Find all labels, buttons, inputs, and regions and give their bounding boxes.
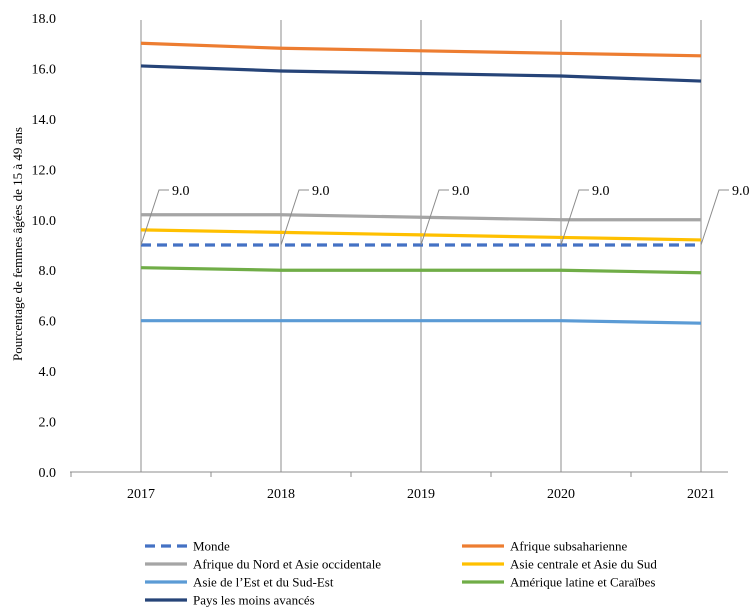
series-lines [140,41,702,325]
data-label: 9.0 [592,184,610,199]
x-tick-label-2020: 2020 [547,487,575,502]
x-axis: 2017 2018 2019 2020 2021 [70,471,728,502]
y-axis-label: Pourcentage de femmes âgées de 15 à 49 a… [10,127,25,361]
legend-entry-monde: Monde [193,539,230,554]
series-line-asie-centrale-et-asie-du-sud [140,228,702,242]
y-tick-label: 10.0 [32,214,57,229]
legend-entry-pays-les-moins-avanc-s: Pays les moins avancés [193,593,315,608]
y-tick-label: 8.0 [39,264,57,279]
y-tick-label: 14.0 [32,113,57,128]
y-tick-label: 16.0 [32,62,57,77]
data-label: 9.0 [312,184,330,199]
series-line-pays-les-moins-avanc-s [140,64,702,83]
data-label: 9.0 [452,184,470,199]
series-line-afrique-du-nord-et-asie-occidentale [141,213,701,222]
data-label: 9.0 [732,184,750,199]
x-tick-label-2018: 2018 [267,487,295,502]
y-tick-label: 18.0 [32,12,57,27]
series-line-am-rique-latine-et-cara-bes [140,266,702,275]
series-line-afrique-subsaharienne [140,41,702,58]
y-tick-label: 12.0 [32,163,57,178]
legend-entry-asie-centrale-et-asie-du-sud: Asie centrale et Asie du Sud [510,557,657,572]
data-labels: 9.0 9.0 9.0 9.0 9.0 [140,184,750,246]
y-tick-label: 4.0 [39,365,57,380]
y-tick-label: 6.0 [39,315,57,330]
data-label-leader [420,189,449,246]
legend-entry-afrique-subsaharienne: Afrique subsaharienne [510,539,628,554]
data-label-leader [560,189,589,246]
legend-entry-afrique-du-nord-et-asie-occidentale: Afrique du Nord et Asie occidentale [193,557,381,572]
y-tick-label: 2.0 [39,416,57,431]
y-axis-ticks: 0.0 2.0 4.0 6.0 8.0 10.0 12.0 14.0 16.0 18.0 [32,12,57,481]
data-label-leader [700,189,729,246]
series-line-asie-de-l-est-et-du-sud-est [141,319,702,325]
x-tick-label-2017: 2017 [127,487,155,502]
y-tick-label: 0.0 [39,466,57,481]
data-label: 9.0 [172,184,190,199]
legend-entry-am-rique-latine-et-cara-bes: Amérique latine et Caraïbes [510,575,655,590]
x-tick-label-2019: 2019 [407,487,435,502]
legend-entry-asie-de-l-est-et-du-sud-est: Asie de l’Est et du Sud-Est [193,575,334,590]
data-label-leader [140,189,169,246]
data-label-leader [280,189,309,246]
x-tick-label-2021: 2021 [687,487,715,502]
legend: Monde Afrique subsaharienne Afrique du Nor… [145,539,657,608]
